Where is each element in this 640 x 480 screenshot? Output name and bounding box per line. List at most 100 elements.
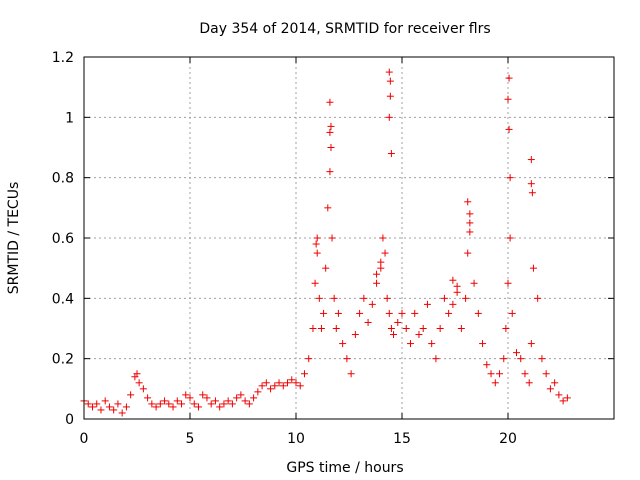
data-point: [267, 385, 275, 393]
data-point: [305, 355, 313, 363]
data-point: [241, 397, 249, 405]
data-point: [483, 361, 491, 369]
data-point: [122, 403, 130, 411]
data-point: [311, 279, 319, 287]
data-point: [546, 385, 554, 393]
data-point: [135, 379, 143, 387]
y-tick-label: 1: [65, 110, 74, 126]
data-point: [317, 325, 325, 332]
y-axis-label: SRMTID / TECUs: [6, 182, 22, 295]
data-point: [512, 349, 520, 357]
data-point: [284, 379, 292, 387]
data-point: [449, 300, 457, 308]
data-point: [190, 400, 198, 408]
data-point: [324, 204, 332, 212]
data-point: [542, 370, 550, 378]
y-tick-label: 0.2: [52, 352, 74, 368]
data-point: [528, 189, 536, 197]
data-point: [203, 394, 211, 402]
data-point: [118, 409, 126, 417]
data-point: [436, 325, 444, 332]
data-point: [440, 294, 448, 302]
data-point: [93, 400, 101, 408]
data-point: [327, 122, 335, 130]
data-point: [328, 234, 336, 242]
x-tick-label: 5: [186, 431, 195, 447]
data-point: [327, 144, 335, 151]
data-point: [387, 150, 395, 158]
data-point: [506, 234, 514, 242]
data-point: [508, 309, 516, 317]
data-point: [148, 400, 156, 408]
data-point: [110, 406, 118, 414]
data-point: [517, 355, 525, 363]
data-point: [292, 379, 300, 387]
data-point: [250, 394, 258, 402]
data-point: [334, 309, 342, 317]
data-series-srmtid: [80, 68, 571, 417]
data-point: [228, 400, 236, 408]
data-point: [527, 180, 535, 188]
data-point: [529, 264, 537, 272]
data-point: [330, 294, 338, 302]
data-point: [313, 234, 321, 242]
data-point: [312, 240, 320, 248]
data-point: [423, 300, 431, 308]
data-point: [356, 309, 364, 317]
data-point: [309, 325, 317, 332]
data-point: [254, 388, 262, 396]
data-point: [491, 379, 499, 387]
data-point: [347, 370, 355, 378]
data-point: [377, 264, 385, 272]
data-point: [237, 391, 245, 399]
data-point: [211, 397, 219, 405]
data-point: [466, 228, 474, 236]
data-point: [411, 309, 419, 317]
data-point: [233, 394, 241, 402]
data-point: [97, 406, 105, 414]
data-point: [368, 300, 376, 308]
data-point: [462, 294, 470, 302]
data-point: [288, 376, 296, 384]
data-point: [487, 370, 495, 378]
data-point: [457, 325, 465, 332]
x-tick-label: 20: [499, 431, 517, 447]
data-point: [300, 370, 308, 378]
data-point: [332, 325, 340, 332]
data-point: [186, 394, 194, 402]
data-point: [432, 355, 440, 363]
data-point: [156, 400, 164, 408]
data-point: [258, 382, 266, 390]
data-point: [127, 391, 135, 399]
data-point: [505, 125, 513, 133]
data-point: [84, 400, 92, 408]
data-point: [326, 128, 334, 136]
data-point: [466, 210, 474, 218]
data-point: [194, 403, 202, 411]
data-point: [563, 394, 571, 402]
data-point: [165, 400, 173, 408]
data-point: [394, 318, 402, 326]
x-tick-label: 15: [393, 431, 411, 447]
data-point: [466, 219, 474, 227]
data-point: [390, 331, 398, 339]
data-point: [381, 249, 389, 257]
data-point: [224, 397, 232, 405]
data-point: [385, 309, 393, 317]
y-tick-label: 1.2: [52, 50, 74, 66]
data-point: [500, 355, 508, 363]
data-point: [551, 379, 559, 387]
data-point: [559, 397, 567, 405]
data-point: [428, 340, 436, 348]
data-point: [453, 282, 461, 290]
data-point: [275, 379, 283, 387]
y-axis: 0 0.2 0.4 0.6 0.8 1 1.2: [52, 50, 614, 428]
data-point: [496, 370, 504, 378]
data-point: [326, 168, 334, 176]
data-point: [502, 325, 510, 332]
data-point: [527, 156, 535, 164]
data-point: [313, 249, 321, 257]
data-point: [383, 294, 391, 302]
data-point: [504, 95, 512, 103]
